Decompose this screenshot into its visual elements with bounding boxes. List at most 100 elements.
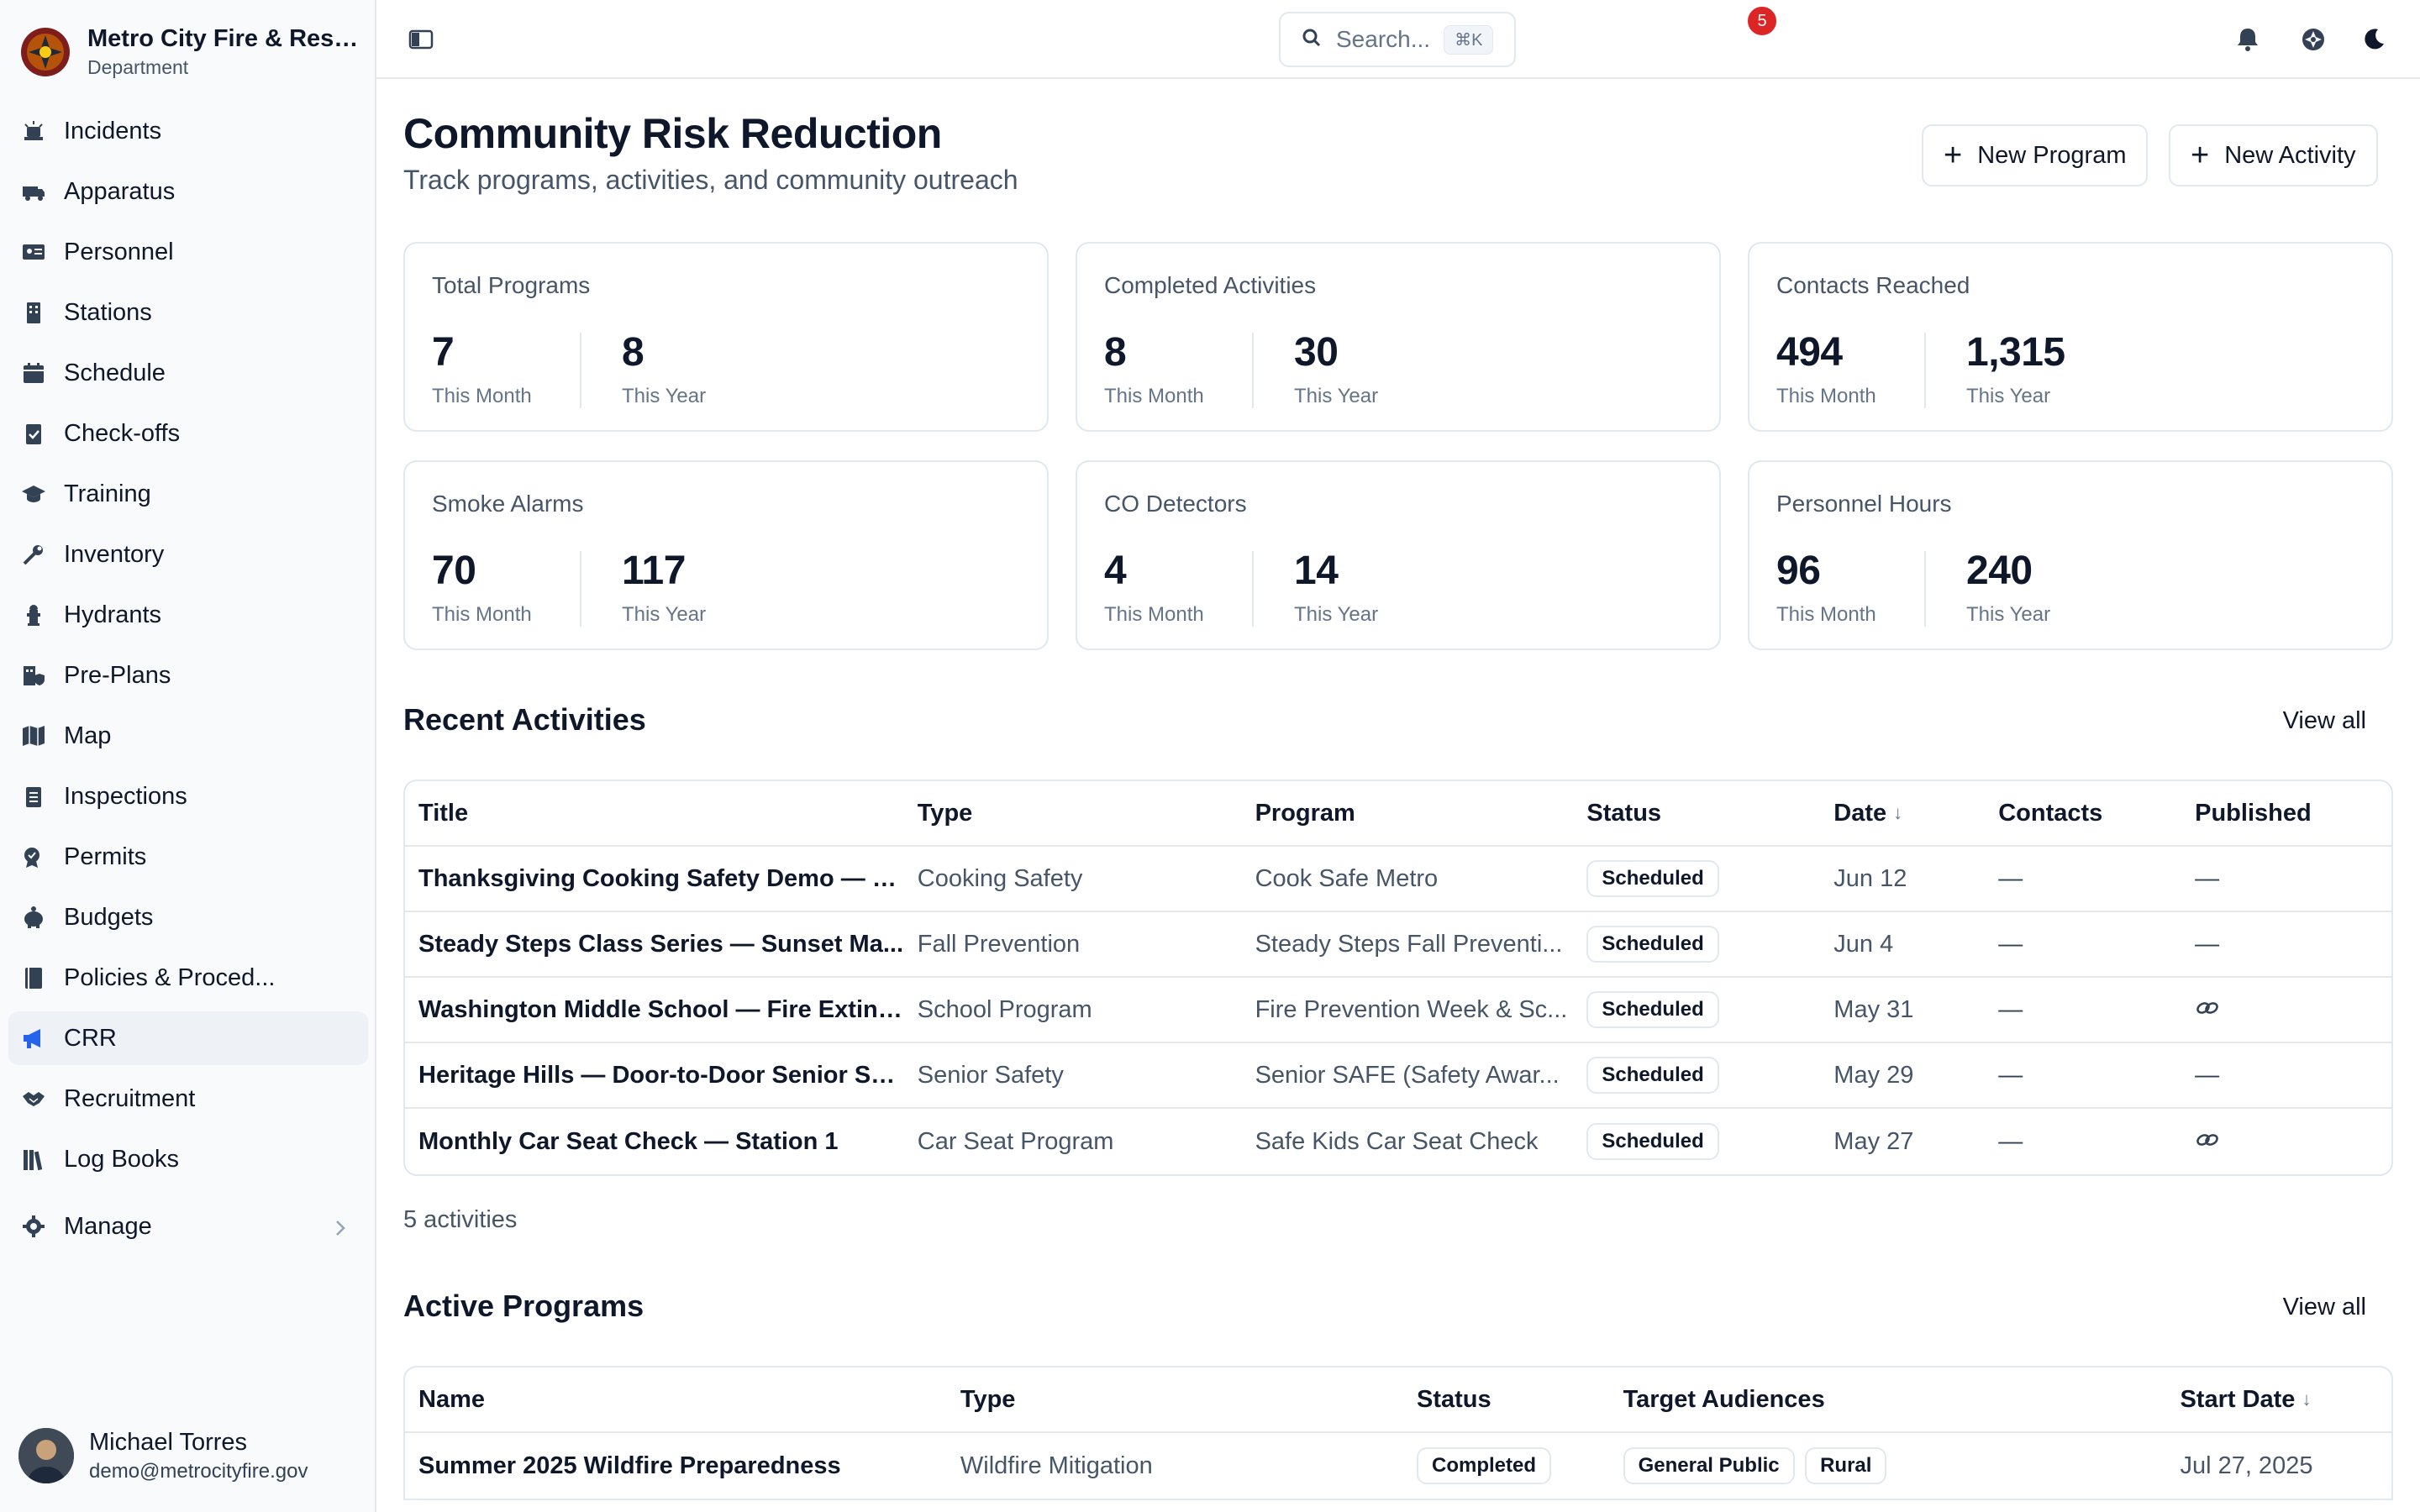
column-header-published[interactable]: Published [2195,799,2312,827]
sidebar-item-log-books[interactable]: Log Books [8,1132,368,1186]
sidebar-item-pre-plans[interactable]: Pre-Plans [8,648,368,702]
column-header-type[interactable]: Type [960,1385,1016,1413]
activity-title[interactable]: Monthly Car Seat Check — Station 1 [418,1127,839,1155]
sidebar-item-manage[interactable]: Manage [8,1200,368,1253]
new-program-button[interactable]: + New Program [1922,124,2149,186]
activity-program[interactable]: Senior SAFE (Safety Awar... [1255,1061,1560,1089]
sidebar-item-schedule[interactable]: Schedule [8,346,368,400]
table-row[interactable]: Summer 2025 Wildfire Preparedness Wildfi… [405,1433,2391,1499]
stat-card-total-programs: Total Programs 7 This Month 8 This Year [403,242,1049,432]
activity-title[interactable]: Thanksgiving Cooking Safety Demo — F... [418,864,904,892]
brand[interactable]: Metro City Fire & Resc... Department [20,25,365,79]
sidebar-item-training[interactable]: Training [8,467,368,521]
user-email: demo@metrocityfire.gov [89,1459,308,1483]
clipboard-list-icon [20,783,47,810]
sidebar-item-hydrants[interactable]: Hydrants [8,588,368,642]
sidebar-item-label: Check-offs [64,419,181,447]
new-activity-button[interactable]: + New Activity [2169,124,2378,186]
active-programs-view-all-link[interactable]: View all [2282,1294,2366,1320]
fire-emblem-icon[interactable] [2297,24,2329,55]
stat-year-value: 1,315 [1966,330,2065,375]
table-row[interactable]: Steady Steps Class Series — Sunset Ma...… [405,912,2391,978]
dark-mode-moon-icon[interactable] [2358,24,2390,55]
activity-contacts: — [1998,864,2023,892]
sidebar-item-label: Recruitment [64,1084,196,1112]
column-header-type[interactable]: Type [917,799,973,827]
stat-year-label: This Year [1966,385,2051,407]
notification-count-badge: 5 [1746,5,1778,37]
activity-type: Senior Safety [917,1061,1064,1089]
stat-title: Contacts Reached [1776,272,1970,298]
sidebar-item-map[interactable]: Map [8,709,368,763]
sidebar-toggle-icon[interactable] [408,29,434,50]
stat-title: Personnel Hours [1776,491,1952,517]
sidebar-item-label: Training [64,480,151,507]
sidebar-item-label: Apparatus [64,177,176,205]
sidebar-item-check-offs[interactable]: Check-offs [8,407,368,460]
link-icon[interactable] [2195,1001,2220,1021]
table-row[interactable]: Washington Middle School — Fire Exting..… [405,978,2391,1043]
activity-title[interactable]: Washington Middle School — Fire Exting..… [418,995,904,1023]
column-header-contacts[interactable]: Contacts [1998,799,2103,827]
activity-program[interactable]: Safe Kids Car Seat Check [1255,1127,1539,1155]
stat-title: Completed Activities [1104,272,1317,298]
column-header-program[interactable]: Program [1255,799,1355,827]
bell-icon[interactable] [2232,24,2264,55]
page-subtitle: Track programs, activities, and communit… [403,165,1018,195]
stat-month-label: This Month [1104,385,1204,407]
link-icon[interactable] [2195,1133,2220,1152]
column-header-status[interactable]: Status [1586,799,1662,827]
stat-month-value: 70 [432,549,476,593]
program-name[interactable]: Summer 2025 Wildfire Preparedness [418,1452,841,1479]
activities-count: 5 activities [403,1206,518,1233]
activity-program[interactable]: Cook Safe Metro [1255,864,1439,892]
activity-title[interactable]: Steady Steps Class Series — Sunset Ma... [418,930,904,958]
sidebar-item-budgets[interactable]: Budgets [8,890,368,944]
recent-activities-view-all-link[interactable]: View all [2282,707,2366,734]
activity-program[interactable]: Fire Prevention Week & Sc... [1255,995,1568,1023]
sidebar-item-recruitment[interactable]: Recruitment [8,1072,368,1126]
user-profile[interactable]: Michael Torres demo@metrocityfire.gov [18,1428,308,1483]
sidebar-item-permits[interactable]: Permits [8,830,368,884]
column-header-title[interactable]: Title [418,799,469,827]
column-header-start-date[interactable]: Start Date ↓ [2166,1386,2391,1414]
column-header-status[interactable]: Status [1416,1385,1491,1413]
topbar: Search... ⌘K 5 [376,0,2420,79]
calendar-icon [20,360,47,386]
sort-descending-icon: ↓ [2302,1389,2312,1410]
sidebar-item-policies[interactable]: Policies & Proced... [8,951,368,1005]
table-row[interactable]: Heritage Hills — Door-to-Door Senior Sa.… [405,1043,2391,1109]
activity-published [2181,1131,2391,1153]
sidebar-item-inspections[interactable]: Inspections [8,769,368,823]
table-row[interactable]: Monthly Car Seat Check — Station 1 Car S… [405,1109,2391,1174]
siren-icon [20,118,47,144]
sidebar-item-apparatus[interactable]: Apparatus [8,165,368,218]
wrench-icon [20,541,47,568]
column-header-name[interactable]: Name [418,1385,485,1413]
status-badge: Scheduled [1586,926,1719,963]
activity-title[interactable]: Heritage Hills — Door-to-Door Senior Sa.… [418,1061,904,1089]
sidebar-item-crr[interactable]: CRR [8,1011,368,1065]
sidebar-item-inventory[interactable]: Inventory [8,528,368,581]
table-row[interactable]: Thanksgiving Cooking Safety Demo — F... … [405,847,2391,912]
stat-year-label: This Year [1294,385,1379,407]
audience-badge: General Public [1623,1447,1795,1484]
active-programs-title: Active Programs [403,1289,644,1323]
search-input[interactable]: Search... ⌘K [1279,12,1516,67]
activity-date: May 27 [1833,1127,1914,1155]
stat-month-label: This Month [1776,603,1876,626]
sidebar-item-stations[interactable]: Stations [8,286,368,339]
table-header-row: Title Type Program Status Date ↓ Contact… [405,781,2391,847]
sidebar-item-personnel[interactable]: Personnel [8,225,368,279]
sidebar-item-incidents[interactable]: Incidents [8,104,368,158]
status-badge: Scheduled [1586,991,1719,1028]
brand-name: Metro City Fire & Resc... [87,25,365,52]
graduation-cap-icon [20,480,47,507]
building-shield-icon [20,662,47,689]
activity-program[interactable]: Steady Steps Fall Preventi... [1255,930,1563,958]
sidebar-item-label: Schedule [64,359,166,386]
column-header-date[interactable]: Date ↓ [1820,800,1985,827]
column-header-target-audiences[interactable]: Target Audiences [1623,1385,1825,1413]
book-icon [20,964,47,991]
activity-type: Car Seat Program [917,1127,1114,1155]
